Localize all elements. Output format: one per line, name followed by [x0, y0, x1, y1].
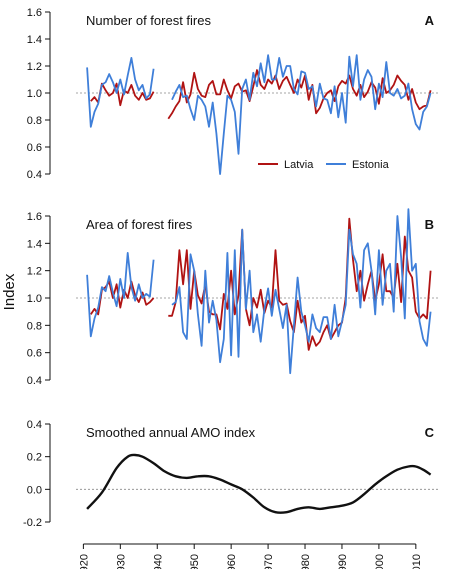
panel-title: Smoothed annual AMO index: [86, 425, 256, 440]
series-line-latvia: [90, 217, 432, 351]
panel-title: Area of forest fires: [86, 217, 193, 232]
y-tick-label: 1.0: [27, 88, 42, 100]
x-tick-label: 1960: [226, 554, 238, 569]
y-tick-label: 1.2: [27, 266, 42, 278]
x-tick-label: 1930: [115, 554, 127, 569]
y-tick-label: 0.8: [27, 115, 42, 127]
y-tick-label: 1.0: [27, 293, 42, 305]
legend: Latvia Estonia: [258, 159, 390, 171]
y-tick-label: 0.2: [27, 452, 42, 464]
y-tick-label: 0.4: [27, 375, 42, 387]
y-tick-label: 1.6: [27, 7, 42, 19]
y-tick-label: 1.4: [27, 238, 42, 250]
x-axis: 1920 1930 1940 1950 1960 1970 1980 1990 2000 2010: [78, 543, 423, 569]
panel-letter: A: [425, 13, 435, 28]
y-tick-label: 0.6: [27, 142, 42, 154]
panel-letter: B: [425, 217, 434, 232]
y-tick-label: 0.4: [27, 169, 42, 181]
x-tick-label: 1940: [152, 554, 164, 569]
series-line-amo: [86, 453, 432, 514]
x-tick-label: 1970: [263, 554, 275, 569]
y-tick-label: 1.6: [27, 211, 42, 223]
x-tick-label: 1950: [189, 554, 201, 569]
panel-letter: C: [425, 425, 435, 440]
y-axis-label: Index: [1, 273, 18, 310]
panel-title: Number of forest fires: [86, 13, 211, 28]
y-tick-label: 0.0: [27, 484, 42, 496]
legend-label-latvia: Latvia: [284, 159, 314, 171]
panel-b: 0.4 0.6 0.8 1.0 1.2 1.4 1.6 Area of forest fire…: [27, 208, 438, 387]
x-tick-label: 1920: [78, 554, 90, 569]
series-line-estonia: [86, 208, 432, 375]
series-line-latvia: [90, 69, 432, 120]
x-tick-label: 1980: [300, 554, 312, 569]
panel-a: 0.4 0.6 0.8 1.0 1.2 1.4 1.6 Number of forest fi…: [27, 7, 438, 181]
x-tick-label: 1990: [337, 554, 349, 569]
y-tick-label: 0.4: [27, 419, 42, 431]
panels: 0.4 0.6 0.8 1.0 1.2 1.4 1.6 Number of forest fi…: [23, 7, 438, 569]
y-tick-label: 1.2: [27, 61, 42, 73]
y-tick-label: 0.8: [27, 320, 42, 332]
series-line-estonia: [86, 54, 432, 175]
y-tick-label: 0.6: [27, 348, 42, 360]
y-tick-label: 1.4: [27, 34, 42, 46]
x-tick-label: 2010: [411, 554, 423, 569]
y-tick-label: -0.2: [23, 517, 42, 529]
legend-label-estonia: Estonia: [352, 159, 390, 171]
panel-c: -0.2 0.0 0.2 0.4 Smoothed annual AMO index C: [23, 419, 438, 529]
x-tick-label: 2000: [374, 554, 386, 569]
